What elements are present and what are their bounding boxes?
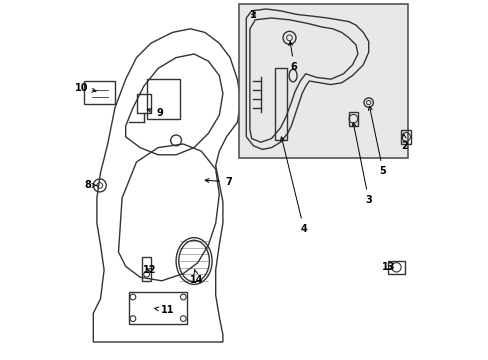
Bar xyxy=(275,68,286,140)
Bar xyxy=(387,261,404,274)
Bar xyxy=(348,112,357,126)
Text: 7: 7 xyxy=(205,177,231,187)
Text: 4: 4 xyxy=(280,137,306,234)
Text: 5: 5 xyxy=(367,107,386,176)
Text: 6: 6 xyxy=(288,42,297,72)
Text: 2: 2 xyxy=(401,134,407,151)
Bar xyxy=(129,292,186,324)
Bar xyxy=(147,79,179,119)
Text: 12: 12 xyxy=(143,265,157,275)
Text: 13: 13 xyxy=(381,262,394,273)
Text: 10: 10 xyxy=(75,83,96,93)
Bar xyxy=(136,94,151,113)
Bar xyxy=(142,257,151,281)
Text: 9: 9 xyxy=(147,108,163,118)
Bar xyxy=(239,4,407,158)
Text: 8: 8 xyxy=(84,180,97,190)
Text: 14: 14 xyxy=(190,269,203,285)
Bar xyxy=(84,81,115,104)
Text: 1: 1 xyxy=(250,10,256,20)
Text: 3: 3 xyxy=(351,123,371,205)
Bar xyxy=(400,130,410,144)
Text: 11: 11 xyxy=(154,305,175,315)
